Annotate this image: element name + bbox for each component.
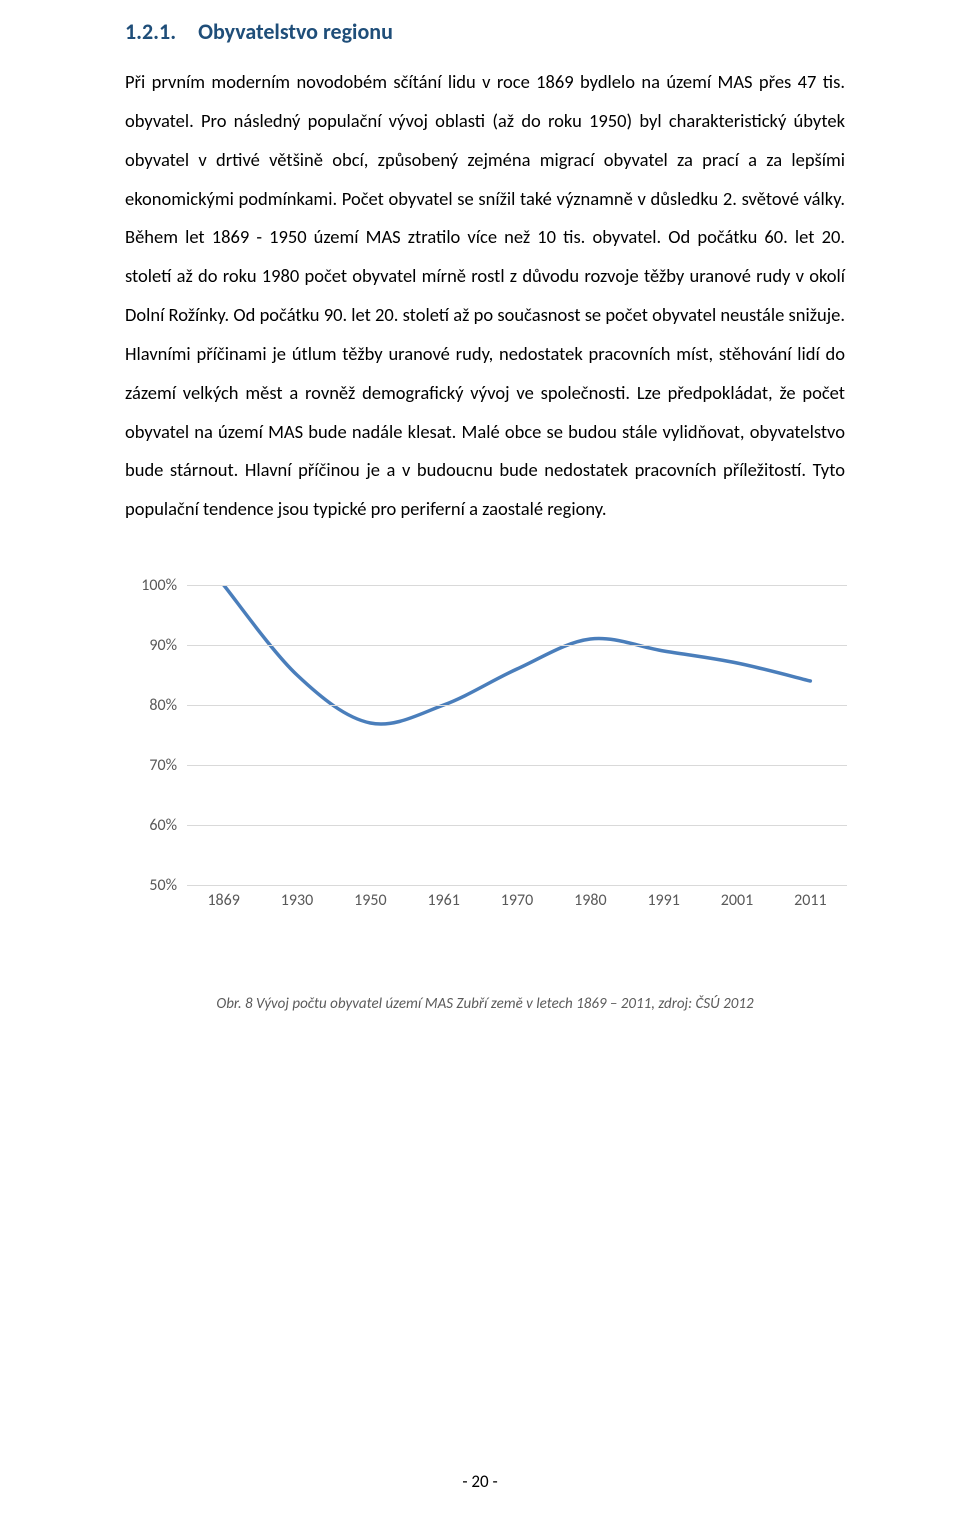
y-tick-label: 90%: [121, 636, 177, 655]
gridline: [187, 885, 847, 886]
x-tick-label: 1950: [354, 891, 386, 910]
section-heading: 1.2.1. Obyvatelstvo regionu: [125, 18, 845, 45]
x-tick-label: 1970: [501, 891, 533, 910]
page-number: - 20 -: [0, 1471, 960, 1492]
gridline: [187, 585, 847, 586]
y-tick-label: 80%: [121, 696, 177, 715]
heading-text: Obyvatelstvo regionu: [198, 18, 393, 45]
population-chart: 50%60%70%80%90%100% 18691930195019611970…: [125, 585, 847, 935]
x-tick-label: 1980: [574, 891, 606, 910]
y-tick-label: 60%: [121, 816, 177, 835]
x-tick-label: 2001: [721, 891, 753, 910]
figure-caption: Obr. 8 Vývoj počtu obyvatel území MAS Zu…: [125, 995, 845, 1013]
body-paragraph: Při prvním moderním novodobém sčítání li…: [125, 63, 845, 529]
x-tick-label: 2011: [794, 891, 826, 910]
x-tick-label: 1869: [207, 891, 239, 910]
gridline: [187, 645, 847, 646]
y-tick-label: 50%: [121, 876, 177, 895]
x-tick-label: 1991: [647, 891, 679, 910]
x-tick-label: 1930: [281, 891, 313, 910]
x-tick-label: 1961: [427, 891, 459, 910]
line-series: [187, 585, 847, 885]
x-axis-labels: 1869 1930 1950 1961 1970 1980 1991 2001 2011: [187, 887, 847, 915]
page: 1.2.1. Obyvatelstvo regionu Při prvním mo…: [0, 0, 960, 1520]
gridline: [187, 825, 847, 826]
gridline: [187, 765, 847, 766]
y-tick-label: 100%: [121, 576, 177, 595]
gridline: [187, 705, 847, 706]
heading-number: 1.2.1.: [125, 18, 176, 45]
y-tick-label: 70%: [121, 756, 177, 775]
plot-area: [187, 585, 847, 885]
